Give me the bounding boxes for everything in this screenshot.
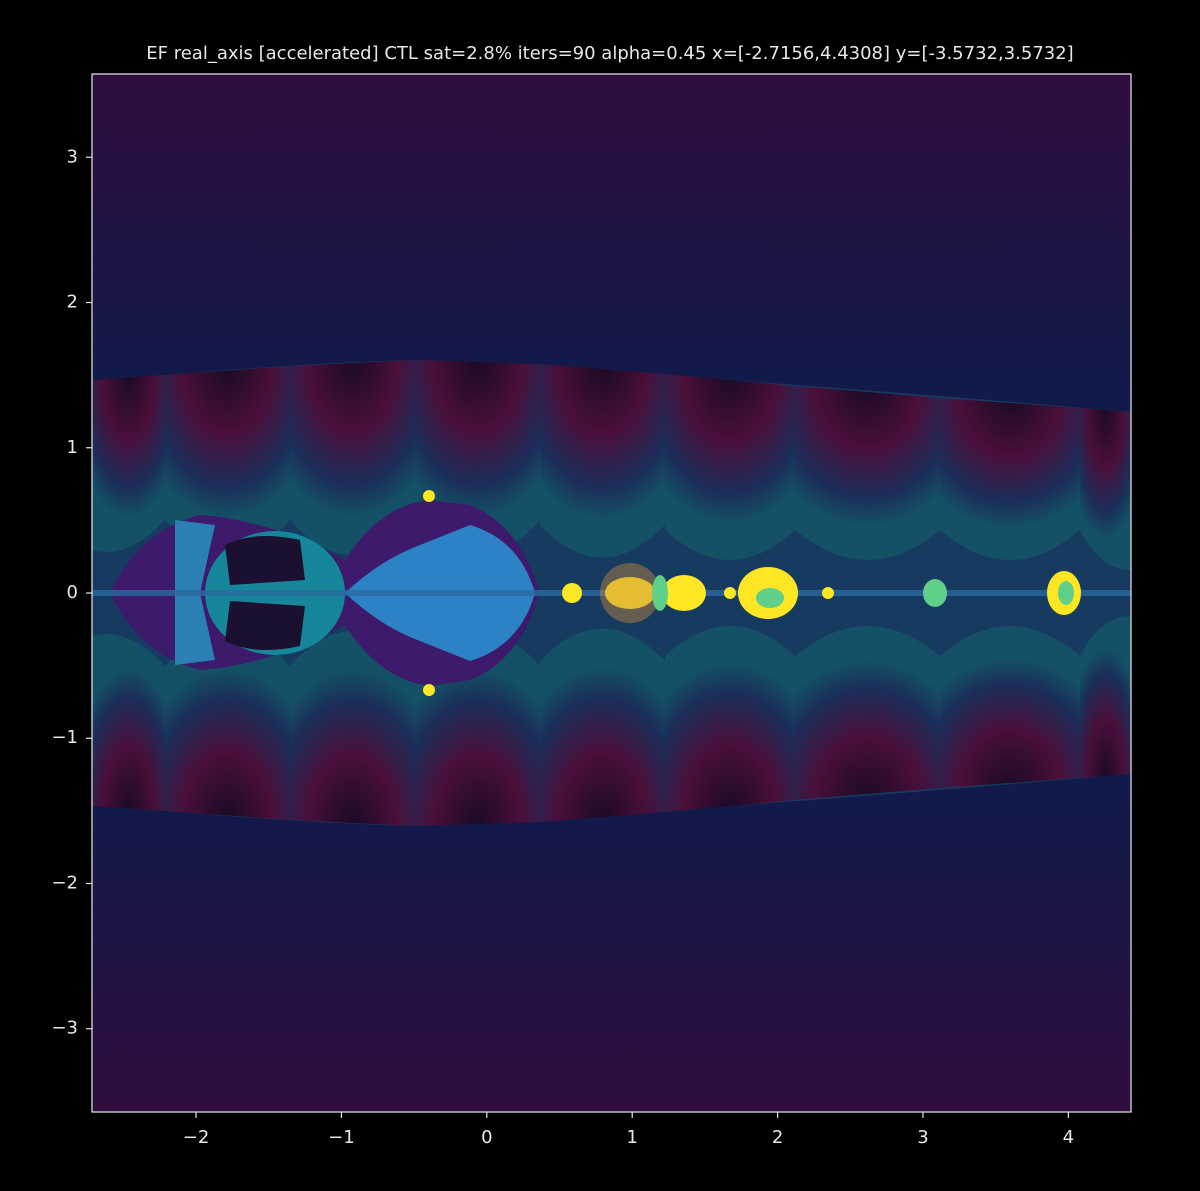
y-tick-label: −1	[51, 727, 78, 748]
y-tick-label: 3	[67, 146, 78, 167]
x-tick-label: 4	[1063, 1127, 1074, 1148]
chart-title: EF real_axis [accelerated] CTL sat=2.8% …	[146, 43, 1073, 64]
x-tick-label: 0	[481, 1127, 492, 1148]
x-tick-label: 2	[772, 1127, 783, 1148]
x-tick-label: 3	[917, 1127, 928, 1148]
y-tick-label: −3	[51, 1018, 78, 1039]
y-tick-label: 0	[67, 582, 78, 603]
x-tick-label: −2	[183, 1127, 210, 1148]
y-tick-label: 1	[67, 437, 78, 458]
y-tick-label: −2	[51, 872, 78, 893]
fractal-image	[92, 74, 1131, 1112]
y-tick-label: 2	[67, 292, 78, 313]
x-tick-label: −1	[328, 1127, 355, 1148]
x-tick-label: 1	[626, 1127, 637, 1148]
